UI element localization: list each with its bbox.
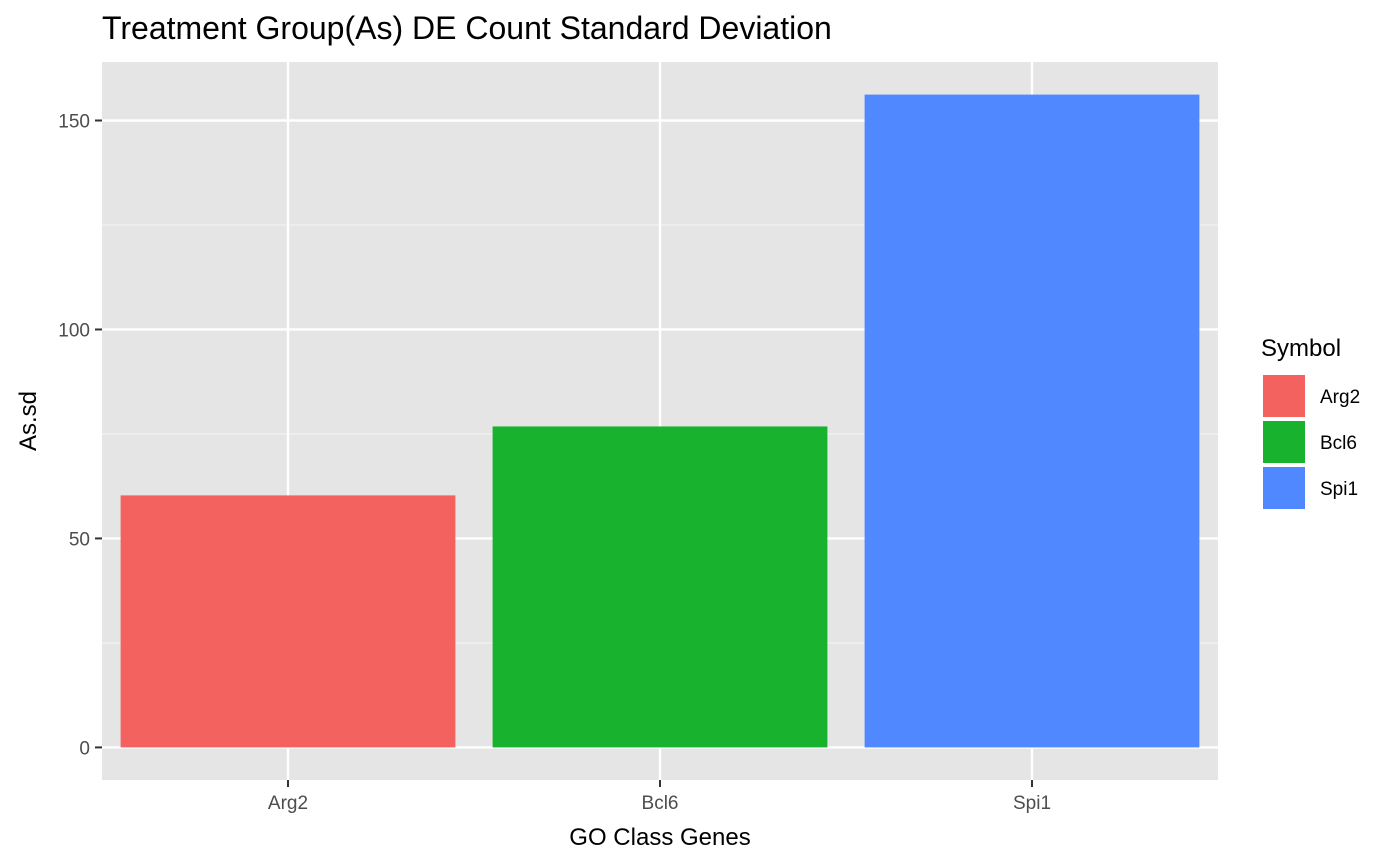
legend-items: Arg2 Bcl6 Spi1 [1261,373,1360,511]
y-axis-title: As.sd [15,391,42,451]
legend-label-spi1: Spi1 [1320,479,1358,500]
bars [120,94,1200,748]
x-tick-label: Spi1 [1013,793,1051,814]
y-tick-label: 50 [69,529,90,550]
legend-label-bcl6: Bcl6 [1320,433,1357,454]
legend-key-spi1 [1261,465,1307,511]
y-tick-label: 0 [79,738,90,759]
bar-arg2 [120,495,456,748]
x-tick-label: Bcl6 [642,793,679,814]
y-axis: 0 50 100 150 [58,112,102,759]
legend-key-arg2 [1261,373,1307,419]
legend-key-bcl6 [1261,419,1307,465]
x-tick-label: Arg2 [268,793,308,814]
x-axis-title: GO Class Genes [569,824,750,851]
y-tick-label: 150 [58,112,90,133]
y-tick-label: 100 [58,320,90,341]
legend: Symbol Arg2 Bcl6 Spi1 [1261,335,1360,511]
chart-title: Treatment Group(As) DE Count Standard De… [102,10,832,46]
bar-bcl6 [492,426,828,748]
bar-spi1 [864,94,1200,748]
x-axis: Arg2 Bcl6 Spi1 [268,780,1051,814]
legend-title: Symbol [1261,335,1341,362]
legend-label-arg2: Arg2 [1320,387,1360,408]
